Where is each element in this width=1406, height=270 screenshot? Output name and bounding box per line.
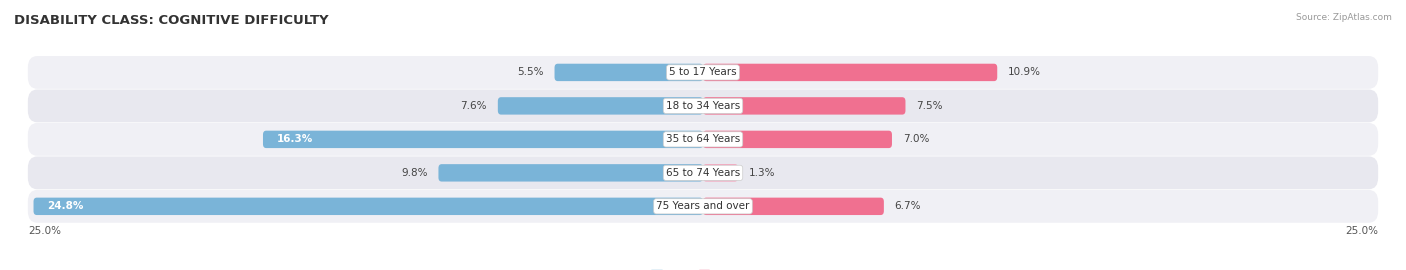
Text: Source: ZipAtlas.com: Source: ZipAtlas.com [1296,14,1392,22]
Text: DISABILITY CLASS: COGNITIVE DIFFICULTY: DISABILITY CLASS: COGNITIVE DIFFICULTY [14,14,329,26]
FancyBboxPatch shape [28,156,1378,189]
Text: 25.0%: 25.0% [28,226,60,236]
Text: 75 Years and over: 75 Years and over [657,201,749,211]
FancyBboxPatch shape [554,64,703,81]
Text: 6.7%: 6.7% [894,201,921,211]
FancyBboxPatch shape [28,89,1378,122]
Text: 5 to 17 Years: 5 to 17 Years [669,68,737,77]
FancyBboxPatch shape [28,190,1378,223]
Text: 7.6%: 7.6% [461,101,486,111]
Text: 10.9%: 10.9% [1008,68,1040,77]
Text: 35 to 64 Years: 35 to 64 Years [666,134,740,144]
FancyBboxPatch shape [439,164,703,181]
FancyBboxPatch shape [498,97,703,114]
Text: 1.3%: 1.3% [749,168,775,178]
FancyBboxPatch shape [28,56,1378,89]
Text: 7.5%: 7.5% [917,101,943,111]
Text: 5.5%: 5.5% [517,68,544,77]
FancyBboxPatch shape [703,97,905,114]
Text: 18 to 34 Years: 18 to 34 Years [666,101,740,111]
Text: 65 to 74 Years: 65 to 74 Years [666,168,740,178]
Text: 16.3%: 16.3% [277,134,312,144]
FancyBboxPatch shape [703,164,738,181]
Text: 24.8%: 24.8% [46,201,83,211]
FancyBboxPatch shape [703,198,884,215]
FancyBboxPatch shape [28,123,1378,156]
FancyBboxPatch shape [34,198,703,215]
FancyBboxPatch shape [263,131,703,148]
FancyBboxPatch shape [703,64,997,81]
FancyBboxPatch shape [703,131,891,148]
Text: 7.0%: 7.0% [903,134,929,144]
Text: 25.0%: 25.0% [1346,226,1378,236]
Text: 9.8%: 9.8% [401,168,427,178]
